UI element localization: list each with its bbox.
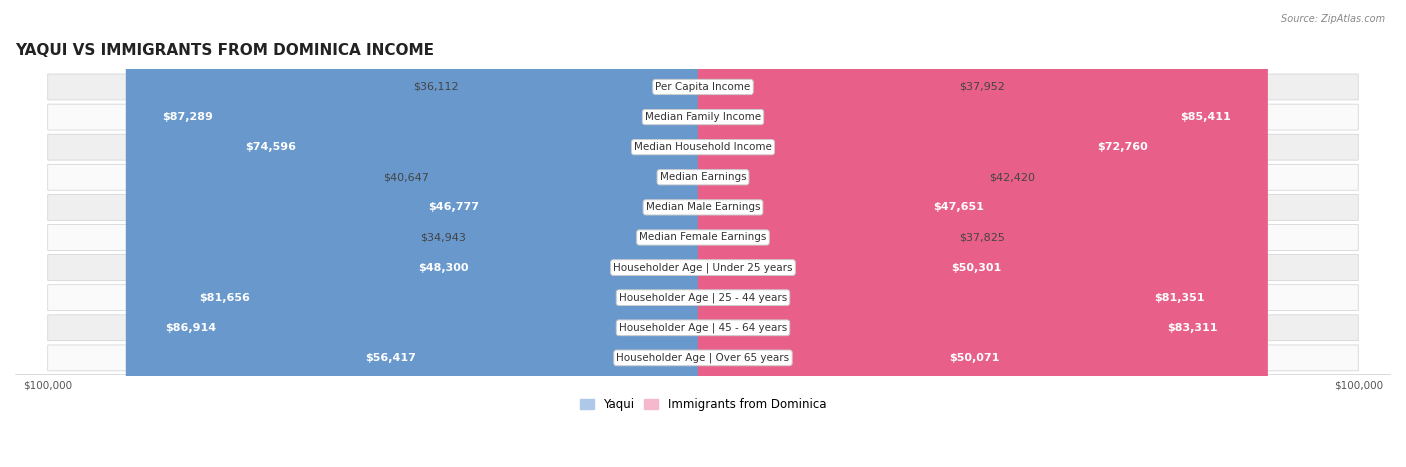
Text: Householder Age | 45 - 64 years: Householder Age | 45 - 64 years <box>619 323 787 333</box>
FancyBboxPatch shape <box>48 194 1358 220</box>
FancyBboxPatch shape <box>697 0 1036 467</box>
FancyBboxPatch shape <box>432 0 709 467</box>
FancyBboxPatch shape <box>461 0 709 467</box>
Text: $87,289: $87,289 <box>163 112 214 122</box>
Text: $40,647: $40,647 <box>382 172 429 182</box>
FancyBboxPatch shape <box>697 0 1185 467</box>
Text: $83,311: $83,311 <box>1167 323 1218 333</box>
Text: $46,777: $46,777 <box>427 202 479 212</box>
FancyBboxPatch shape <box>48 255 1358 281</box>
Legend: Yaqui, Immigrants from Dominica: Yaqui, Immigrants from Dominica <box>575 394 831 416</box>
FancyBboxPatch shape <box>468 0 709 467</box>
FancyBboxPatch shape <box>697 0 1021 467</box>
FancyBboxPatch shape <box>48 74 1358 100</box>
FancyBboxPatch shape <box>697 0 1268 467</box>
Text: $72,760: $72,760 <box>1098 142 1149 152</box>
FancyBboxPatch shape <box>48 225 1358 250</box>
Text: $56,417: $56,417 <box>364 353 416 363</box>
FancyBboxPatch shape <box>128 0 709 467</box>
FancyBboxPatch shape <box>48 345 1358 371</box>
Text: $50,301: $50,301 <box>950 262 1001 273</box>
Text: $47,651: $47,651 <box>934 202 984 212</box>
Text: Median Male Earnings: Median Male Earnings <box>645 202 761 212</box>
Text: $42,420: $42,420 <box>988 172 1035 182</box>
Text: Householder Age | Under 25 years: Householder Age | Under 25 years <box>613 262 793 273</box>
FancyBboxPatch shape <box>381 0 709 467</box>
Text: $48,300: $48,300 <box>418 262 468 273</box>
Text: $50,071: $50,071 <box>949 353 1000 363</box>
Text: $37,825: $37,825 <box>959 233 1004 242</box>
FancyBboxPatch shape <box>697 0 986 467</box>
FancyBboxPatch shape <box>48 315 1358 341</box>
Text: Householder Age | 25 - 44 years: Householder Age | 25 - 44 years <box>619 292 787 303</box>
Text: $81,656: $81,656 <box>200 293 250 303</box>
Text: Median Earnings: Median Earnings <box>659 172 747 182</box>
Text: $85,411: $85,411 <box>1181 112 1232 122</box>
FancyBboxPatch shape <box>48 164 1358 190</box>
FancyBboxPatch shape <box>697 0 956 467</box>
FancyBboxPatch shape <box>697 0 1241 467</box>
Text: Median Female Earnings: Median Female Earnings <box>640 233 766 242</box>
Text: $34,943: $34,943 <box>420 233 467 242</box>
Text: Householder Age | Over 65 years: Householder Age | Over 65 years <box>616 353 790 363</box>
FancyBboxPatch shape <box>391 0 709 467</box>
FancyBboxPatch shape <box>697 0 1254 467</box>
Text: $37,952: $37,952 <box>959 82 1005 92</box>
FancyBboxPatch shape <box>328 0 709 467</box>
FancyBboxPatch shape <box>48 134 1358 160</box>
FancyBboxPatch shape <box>697 0 1038 467</box>
Text: Median Household Income: Median Household Income <box>634 142 772 152</box>
FancyBboxPatch shape <box>48 285 1358 311</box>
Text: $74,596: $74,596 <box>246 142 297 152</box>
FancyBboxPatch shape <box>697 0 957 467</box>
Text: $36,112: $36,112 <box>413 82 458 92</box>
Text: $81,351: $81,351 <box>1154 293 1205 303</box>
Text: YAQUI VS IMMIGRANTS FROM DOMINICA INCOME: YAQUI VS IMMIGRANTS FROM DOMINICA INCOME <box>15 43 434 58</box>
Text: Per Capita Income: Per Capita Income <box>655 82 751 92</box>
Text: $86,914: $86,914 <box>165 323 217 333</box>
FancyBboxPatch shape <box>163 0 709 467</box>
FancyBboxPatch shape <box>125 0 709 467</box>
Text: Median Family Income: Median Family Income <box>645 112 761 122</box>
FancyBboxPatch shape <box>209 0 709 467</box>
Text: Source: ZipAtlas.com: Source: ZipAtlas.com <box>1281 14 1385 24</box>
FancyBboxPatch shape <box>48 104 1358 130</box>
